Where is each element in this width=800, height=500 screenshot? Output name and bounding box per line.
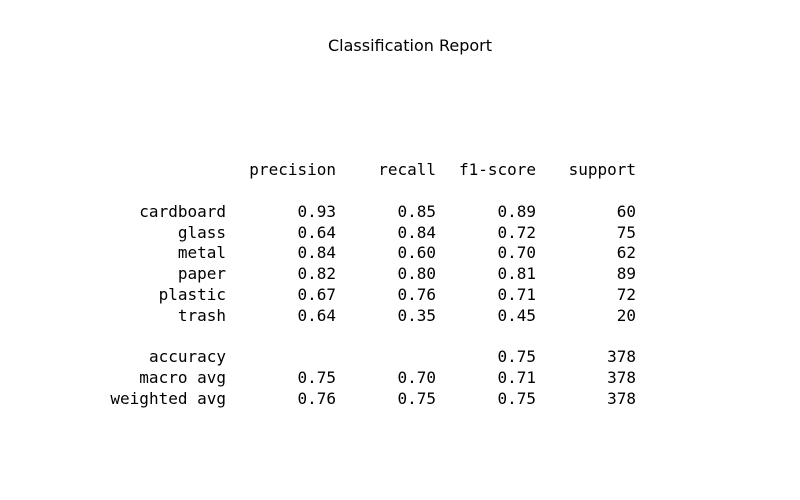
row-recall: 0.76 [397,285,436,304]
row-f1-score: 0.81 [497,264,536,283]
summary-precision: 0.75 [297,368,336,387]
row-f1-score: 0.45 [497,306,536,325]
row-recall: 0.60 [397,243,436,262]
row-recall: 0.35 [397,306,436,325]
row-precision: 0.67 [297,285,336,304]
row-support: 75 [616,223,636,242]
row-support: 60 [616,202,636,221]
row-label: cardboard [139,202,226,221]
row-f1-score: 0.89 [497,202,536,221]
row-support: 20 [616,306,636,325]
row-label: metal [177,243,226,262]
row-precision: 0.93 [297,202,336,221]
summary-support: 378 [607,368,636,387]
header-f1-score: f1-score [458,160,536,179]
row-f1-score: 0.71 [497,285,536,304]
summary-recall: 0.70 [397,368,436,387]
row-precision: 0.64 [297,306,336,325]
row-recall: 0.80 [397,264,436,283]
summary-precision: 0.76 [297,389,336,408]
summary-label: accuracy [148,347,226,366]
header-recall: recall [378,160,436,179]
header-support: support [568,160,636,179]
summary-recall: 0.75 [397,389,436,408]
summary-support: 378 [607,389,636,408]
summary-label: macro avg [139,368,226,387]
row-precision: 0.82 [297,264,336,283]
row-f1-score: 0.70 [497,243,536,262]
row-support: 89 [616,264,636,283]
row-label: plastic [158,285,226,304]
report-title: Classification Report [328,36,492,55]
row-recall: 0.84 [397,223,436,242]
row-label: trash [177,306,226,325]
row-f1-score: 0.72 [497,223,536,242]
row-label: paper [177,264,226,283]
row-precision: 0.84 [297,243,336,262]
row-support: 62 [616,243,636,262]
row-support: 72 [616,285,636,304]
row-label: glass [177,223,226,242]
summary-f1-score: 0.75 [497,389,536,408]
header-precision: precision [249,160,336,179]
summary-support: 378 [607,347,636,366]
row-recall: 0.85 [397,202,436,221]
summary-label: weighted avg [110,389,226,408]
summary-f1-score: 0.71 [497,368,536,387]
summary-f1-score: 0.75 [497,347,536,366]
row-precision: 0.64 [297,223,336,242]
